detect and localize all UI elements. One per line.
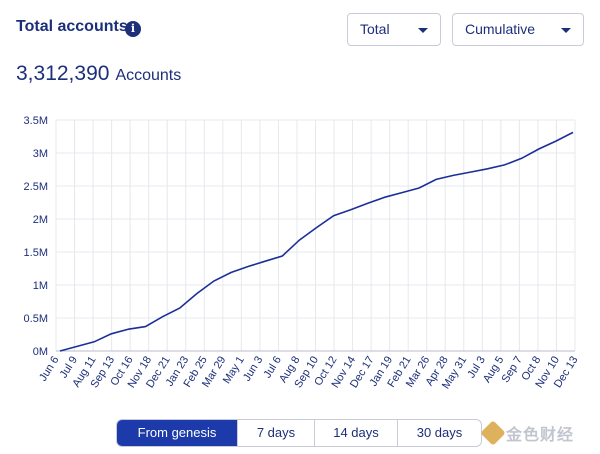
range-30-days-button[interactable]: 30 days	[416, 425, 463, 440]
watermark-logo-icon	[480, 420, 506, 446]
x-tick-label: Jun 6	[37, 354, 61, 383]
total-accounts-value: 3,312,390 Accounts	[16, 62, 181, 86]
chart-grid	[55, 119, 576, 352]
watermark: 金色财经	[480, 420, 575, 446]
total-unit: Accounts	[115, 67, 182, 84]
y-tick-label: 0M	[33, 346, 48, 358]
y-tick-label: 2.5M	[24, 181, 48, 193]
mode-dropdown-label: Cumulative	[465, 21, 536, 37]
series-line	[59, 131, 574, 352]
info-icon[interactable]: i	[125, 21, 141, 37]
y-axis-ticks: 0M 0.5M 1M 1.5M 2M 2.5M 3M 3.5M	[24, 115, 48, 358]
range-14-days-button[interactable]: 14 days	[315, 420, 398, 446]
chevron-down-icon	[561, 28, 571, 33]
watermark-text: 金色财经	[506, 427, 575, 444]
range-from-genesis-button[interactable]: From genesis	[117, 420, 238, 446]
y-tick-label: 3M	[33, 148, 48, 160]
page-title: Total accounts	[16, 18, 128, 35]
y-tick-label: 1.5M	[24, 247, 48, 259]
y-tick-label: 2M	[33, 214, 48, 226]
x-tick-label: Jun 3	[241, 354, 265, 383]
y-tick-label: 0.5M	[24, 313, 48, 325]
total-count: 3,312,390	[16, 62, 110, 85]
aggregation-dropdown[interactable]: Total	[347, 13, 441, 46]
aggregation-dropdown-label: Total	[360, 21, 390, 37]
range-7-days-button[interactable]: 7 days	[238, 420, 315, 446]
y-tick-label: 3.5M	[24, 115, 48, 127]
y-tick-label: 1M	[33, 280, 48, 292]
chevron-down-icon	[418, 28, 428, 33]
mode-dropdown[interactable]: Cumulative	[452, 13, 584, 46]
range-selector: From genesis 7 days 14 days 30 days	[116, 419, 482, 447]
